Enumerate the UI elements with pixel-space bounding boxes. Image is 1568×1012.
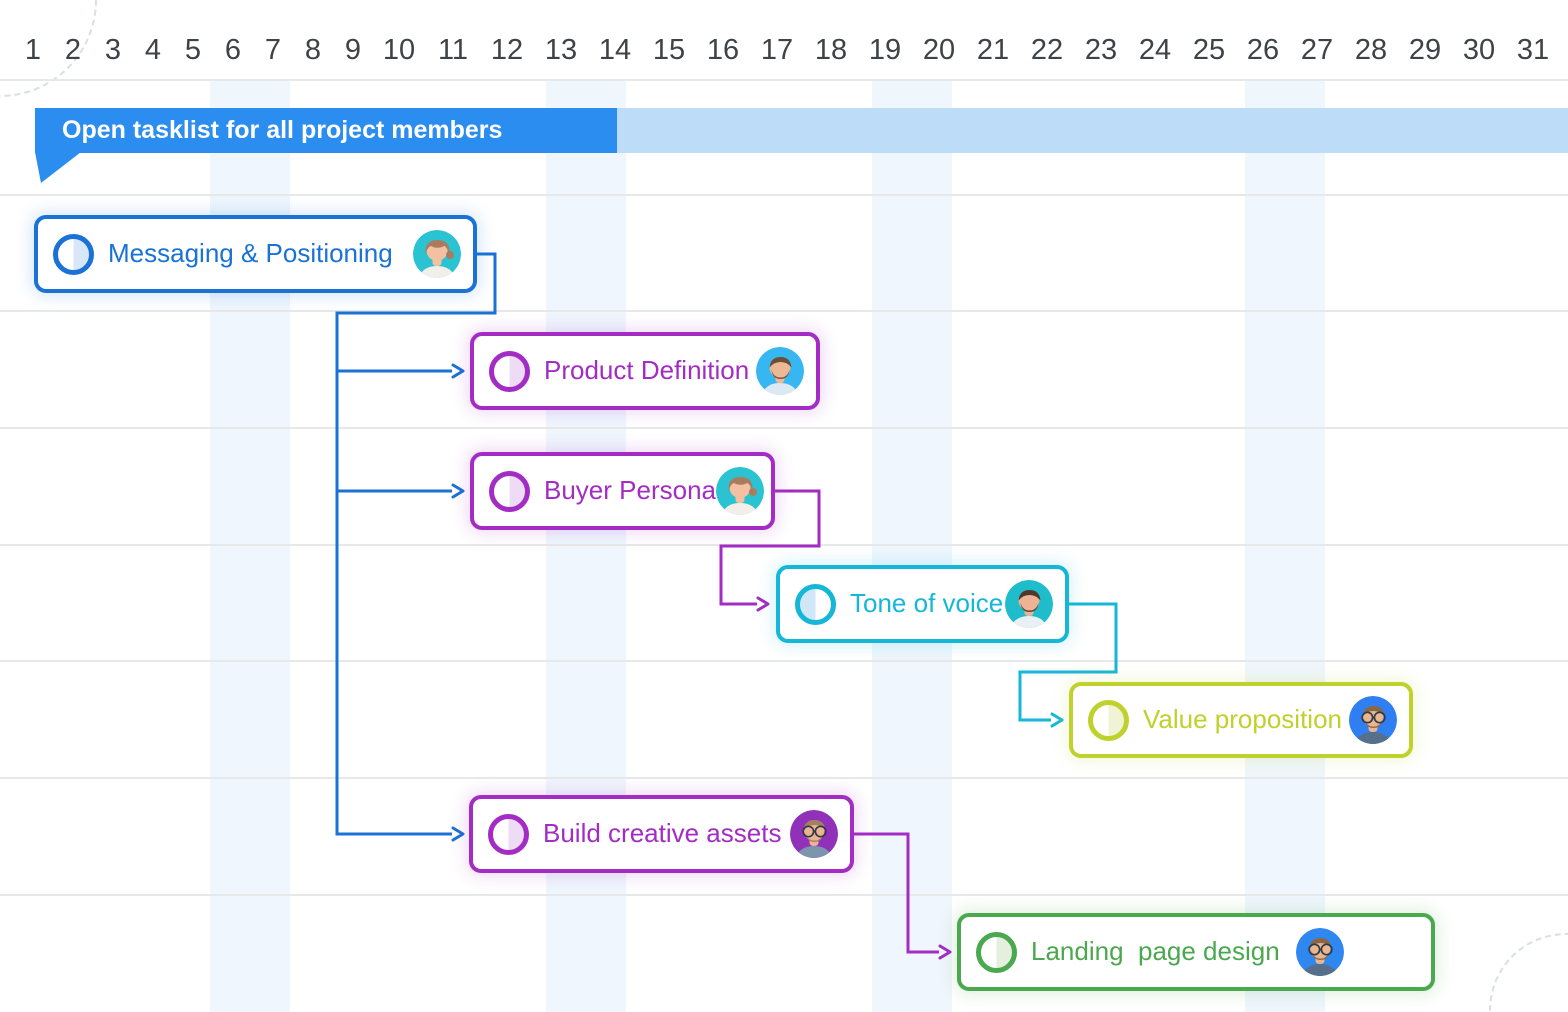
task-label: Landing page design: [1031, 936, 1280, 966]
day-number: 20: [922, 34, 956, 66]
task-label: Product Definition: [544, 355, 750, 385]
assignee-avatar: [756, 347, 804, 395]
banner-label: Open tasklist for all project members: [62, 116, 503, 144]
task-label: Messaging & Positioning: [108, 238, 393, 268]
task-progress-circle: [488, 813, 529, 855]
decorative-arc-bottom-right: [1489, 933, 1568, 1012]
assignee-avatar: [1005, 580, 1053, 628]
row-line: [0, 427, 1568, 429]
banner-extension-bar: [617, 108, 1568, 153]
day-number: 23: [1084, 34, 1118, 66]
day-number: 31: [1516, 34, 1550, 66]
task-bar-buyer-persona[interactable]: Buyer Persona: [470, 452, 775, 530]
day-number: 19: [868, 34, 902, 66]
row-line: [0, 544, 1568, 546]
assignee-avatar: [1295, 928, 1344, 976]
row-line: [0, 894, 1568, 896]
day-number: 12: [490, 34, 524, 66]
day-number: 13: [544, 34, 578, 66]
day-number: 24: [1138, 34, 1172, 66]
task-label: Tone of voice: [850, 588, 1004, 618]
decorative-arc-top-left: [0, 0, 97, 97]
task-progress-circle: [53, 233, 94, 275]
task-bar-product-definition[interactable]: Product Definition: [470, 332, 820, 410]
arrow-head-icon: [451, 363, 465, 379]
task-label: Buyer Persona: [544, 475, 716, 505]
row-line: [0, 194, 1568, 196]
task-progress-circle: [795, 583, 836, 625]
day-number: 6: [224, 34, 242, 66]
row-line: [0, 79, 1568, 81]
arrow-head-icon: [1050, 712, 1064, 728]
task-progress-circle: [489, 350, 530, 392]
row-line: [0, 660, 1568, 662]
task-bar-messaging-positioning[interactable]: Messaging & Positioning: [34, 215, 477, 293]
day-number: 7: [264, 34, 282, 66]
task-label: Build creative assets: [543, 818, 782, 848]
day-number: 8: [304, 34, 322, 66]
row-line: [0, 777, 1568, 779]
assignee-avatar: [413, 230, 461, 278]
day-number: 2: [64, 34, 82, 66]
day-number: 14: [598, 34, 632, 66]
day-number: 27: [1300, 34, 1334, 66]
day-number: 5: [184, 34, 202, 66]
day-number: 26: [1246, 34, 1280, 66]
day-number: 1: [24, 34, 42, 66]
day-number: 4: [144, 34, 162, 66]
day-number: 22: [1030, 34, 1064, 66]
task-bar-landing-page-design[interactable]: Landing page design: [957, 913, 1435, 991]
task-bar-value-proposition[interactable]: Value proposition: [1069, 682, 1413, 758]
task-progress-circle: [976, 931, 1017, 973]
day-number: 16: [706, 34, 740, 66]
banner-tail: [35, 152, 81, 183]
task-bar-build-creative-assets[interactable]: Build creative assets: [469, 795, 854, 873]
day-number: 9: [344, 34, 362, 66]
arrow-head-icon: [451, 826, 465, 842]
assignee-avatar: [1349, 696, 1397, 744]
day-number: 11: [437, 34, 469, 66]
day-number: 17: [760, 34, 794, 66]
day-number: 18: [814, 34, 848, 66]
task-label: Value proposition: [1143, 704, 1342, 734]
assignee-avatar: [790, 810, 838, 858]
arrow-head-icon: [756, 596, 770, 612]
row-line: [0, 310, 1568, 312]
day-number: 29: [1408, 34, 1442, 66]
assignee-avatar: [715, 467, 764, 515]
day-number: 21: [976, 34, 1010, 66]
task-progress-circle: [489, 470, 530, 512]
day-number: 15: [652, 34, 686, 66]
task-bar-tone-of-voice[interactable]: Tone of voice: [776, 565, 1069, 643]
day-number: 28: [1354, 34, 1388, 66]
task-progress-circle: [1088, 699, 1129, 741]
day-number: 30: [1462, 34, 1496, 66]
arrow-head-icon: [451, 483, 465, 499]
open-tasklist-banner[interactable]: Open tasklist for all project members: [35, 108, 617, 153]
day-number: 3: [104, 34, 122, 66]
day-number: 25: [1192, 34, 1226, 66]
day-number: 10: [382, 34, 416, 66]
